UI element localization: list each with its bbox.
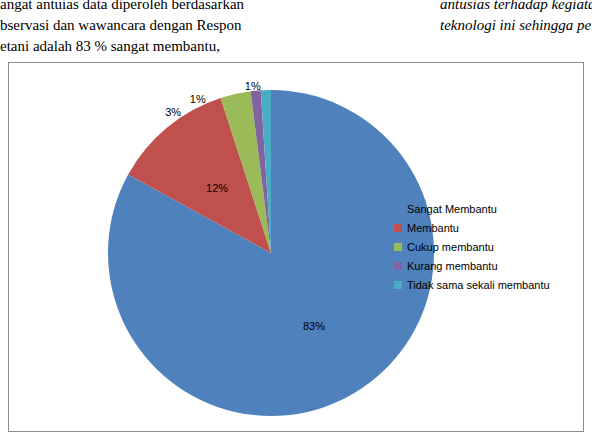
svg-text:Kurang membantu: Kurang membantu xyxy=(407,260,498,272)
html-text:bservasi dan wawancara dengan: bservasi dan wawancara dengan Respon xyxy=(0,17,242,33)
svg-text:Cukup membantu: Cukup membantu xyxy=(407,241,494,253)
svg-text:Sangat Membantu: Sangat Membantu xyxy=(407,203,497,215)
svg-text:Membantu: Membantu xyxy=(407,222,459,234)
html-text:etani adalah 83 % sangat memba: etani adalah 83 % sangat membantu, xyxy=(0,38,220,54)
svg-text:1%: 1% xyxy=(245,80,261,92)
svg-text:Tidak sama sekali membantu: Tidak sama sekali membantu xyxy=(407,279,550,291)
svg-text:3%: 3% xyxy=(165,106,181,118)
svg-text:12%: 12% xyxy=(206,182,228,194)
svg-text:1%: 1% xyxy=(190,93,206,105)
svg-text:83%: 83% xyxy=(303,320,325,332)
